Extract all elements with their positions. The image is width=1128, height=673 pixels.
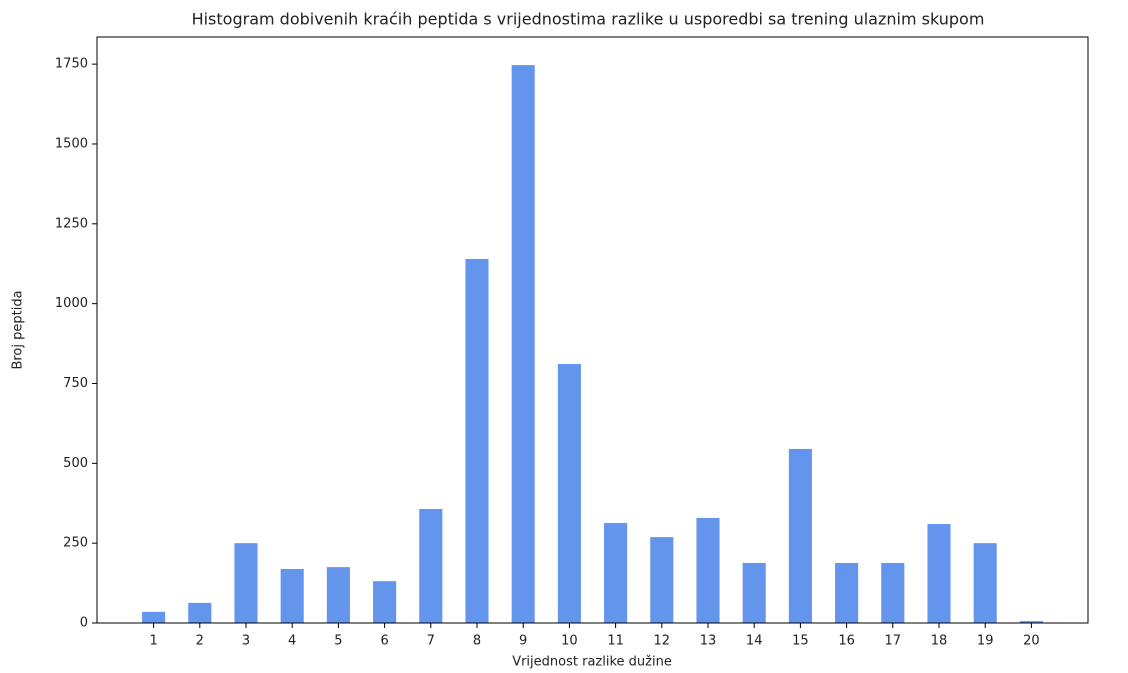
bar (511, 65, 535, 623)
x-tick-label: 18 (931, 634, 948, 649)
x-tick-label: 11 (607, 634, 624, 649)
x-tick-label: 4 (288, 634, 296, 649)
bar (419, 508, 443, 623)
x-tick-label: 17 (885, 634, 902, 649)
bar (927, 524, 951, 623)
bar (234, 543, 258, 623)
y-axis-label: Broj peptida (11, 290, 26, 369)
x-tick-label: 8 (473, 634, 481, 649)
x-tick-label: 7 (427, 634, 435, 649)
bar (373, 581, 397, 623)
plot-frame (96, 36, 1089, 624)
bar (604, 523, 628, 623)
y-tick-label: 1500 (55, 136, 88, 151)
y-tick-label: 750 (63, 376, 88, 391)
y-tick-label: 1000 (55, 296, 88, 311)
x-tick-label: 9 (519, 634, 527, 649)
x-tick-label: 6 (380, 634, 388, 649)
x-tick-label: 3 (242, 634, 250, 649)
bar (280, 569, 304, 623)
bar (696, 517, 720, 623)
bar (326, 567, 350, 623)
y-tick-label: 1250 (55, 216, 88, 231)
x-tick-label: 1 (149, 634, 157, 649)
bar (465, 258, 489, 623)
x-tick-label: 10 (561, 634, 578, 649)
x-tick-label: 12 (654, 634, 671, 649)
y-tick-label: 1750 (55, 57, 88, 72)
bar (742, 562, 766, 623)
x-axis-label: Vrijednost razlike dužine (512, 655, 672, 670)
bar (788, 448, 812, 623)
x-tick-label: 15 (792, 634, 809, 649)
bar (881, 562, 905, 623)
bar (1019, 621, 1043, 623)
chart-title: Histogram dobivenih kraćih peptida s vri… (192, 10, 985, 29)
y-tick-label: 500 (63, 456, 88, 471)
x-tick-label: 2 (196, 634, 204, 649)
bar (188, 602, 212, 623)
y-tick-label: 250 (63, 536, 88, 551)
bar (973, 543, 997, 623)
bar (835, 562, 859, 623)
bar (650, 537, 674, 623)
x-tick-label: 16 (838, 634, 855, 649)
x-tick-label: 13 (700, 634, 717, 649)
x-tick-label: 20 (1023, 634, 1040, 649)
bar (142, 611, 166, 623)
bar (557, 364, 581, 623)
y-tick-label: 0 (80, 616, 88, 631)
x-tick-label: 5 (334, 634, 342, 649)
x-tick-label: 14 (746, 634, 763, 649)
x-tick-label: 19 (977, 634, 994, 649)
